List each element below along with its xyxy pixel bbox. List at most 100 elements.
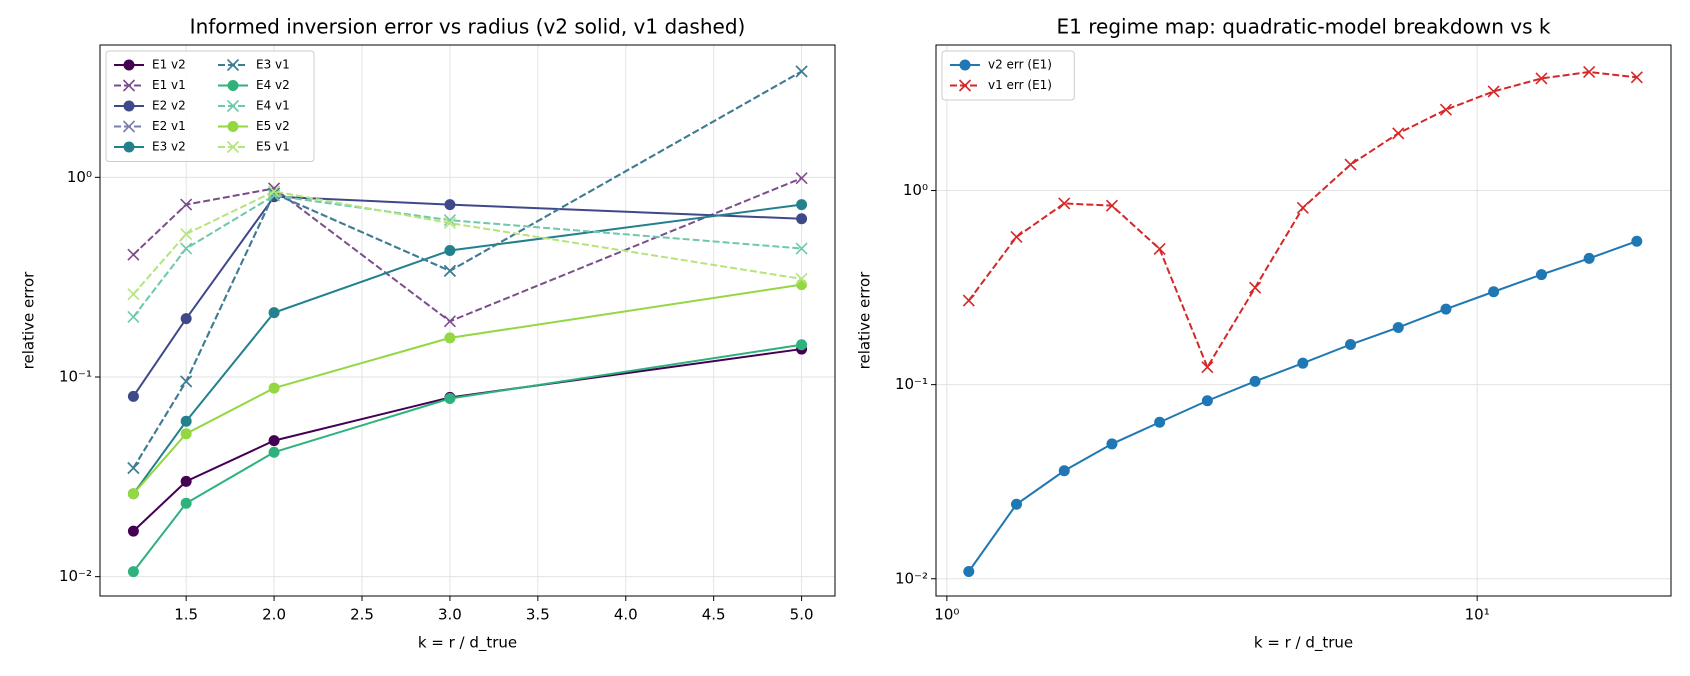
marker-dot xyxy=(1392,321,1404,333)
marker-stroke xyxy=(226,140,240,154)
marker-dot xyxy=(180,497,192,509)
marker-x xyxy=(1153,242,1166,256)
legend-label: E3 v2 xyxy=(152,140,186,154)
marker-x xyxy=(795,242,808,255)
marker-x xyxy=(127,310,140,323)
marker-x xyxy=(1010,230,1023,243)
marker-dot xyxy=(796,279,808,291)
legend-label: E3 v1 xyxy=(256,58,290,72)
marker-stroke xyxy=(1105,199,1119,212)
marker-x xyxy=(127,248,140,261)
x-tick-label: 2.5 xyxy=(350,606,374,624)
x-tick-label: 2.0 xyxy=(262,606,286,624)
marker-stroke xyxy=(226,99,240,113)
marker-stroke xyxy=(127,248,140,261)
marker-stroke xyxy=(1535,72,1548,85)
marker-stroke xyxy=(180,227,193,241)
x-tick-label: 4.0 xyxy=(614,606,638,624)
marker-x xyxy=(1392,127,1405,140)
marker-stroke xyxy=(127,288,140,301)
marker-dot xyxy=(180,313,192,325)
marker-dot xyxy=(1631,235,1643,247)
y-tick-label: 10⁻¹ xyxy=(59,367,92,385)
marker-dot xyxy=(268,435,280,447)
x-tick-label: 4.5 xyxy=(702,606,726,624)
marker-x xyxy=(226,140,240,154)
y-axis-label: relative error xyxy=(856,271,874,369)
marker-dot xyxy=(180,415,192,427)
marker-stroke xyxy=(795,242,808,255)
marker-x xyxy=(1296,201,1309,214)
marker-dot xyxy=(127,566,139,578)
marker-stroke xyxy=(1010,230,1023,243)
marker-stroke xyxy=(1153,242,1166,256)
legend-label: E1 v2 xyxy=(152,58,186,72)
marker-dot xyxy=(123,100,135,112)
x-tick-label: 5.0 xyxy=(790,606,814,624)
marker-dot xyxy=(1010,498,1022,510)
marker-x xyxy=(122,120,136,133)
series-line xyxy=(132,190,802,295)
marker-dot xyxy=(796,199,808,211)
marker-stroke xyxy=(1344,158,1357,171)
marker-x xyxy=(1487,85,1500,98)
marker-dot xyxy=(1535,269,1547,281)
marker-dot xyxy=(959,59,971,71)
marker-dot xyxy=(1201,395,1213,407)
marker-x xyxy=(226,58,240,72)
marker-stroke xyxy=(1058,197,1071,210)
marker-dot xyxy=(1488,286,1500,298)
marker-stroke xyxy=(443,214,456,227)
marker-x xyxy=(127,461,140,475)
marker-stroke xyxy=(268,185,281,198)
marker-dot xyxy=(444,332,456,344)
legend-box xyxy=(105,50,315,162)
marker-x xyxy=(1630,71,1643,84)
x-tick-label: 10¹ xyxy=(1465,606,1490,624)
marker-x xyxy=(962,294,975,307)
marker-x xyxy=(443,264,456,277)
marker-dot xyxy=(963,565,975,577)
marker-x xyxy=(958,79,972,92)
series-line xyxy=(132,70,803,469)
y-tick-label: 10⁻¹ xyxy=(895,375,928,393)
x-tick-label: 1.5 xyxy=(174,606,198,624)
marker-dot xyxy=(796,339,808,351)
marker-dot xyxy=(1154,416,1166,428)
marker-stroke xyxy=(1392,127,1405,140)
marker-x xyxy=(127,288,140,301)
marker-stroke xyxy=(443,217,456,230)
legend-label: v1 err (E1) xyxy=(988,78,1052,92)
marker-stroke xyxy=(443,264,456,277)
marker-dot xyxy=(227,80,239,91)
marker-stroke xyxy=(1249,281,1262,294)
marker-stroke xyxy=(1296,201,1309,214)
marker-dot xyxy=(444,199,456,211)
marker-x xyxy=(180,227,193,241)
marker-dot xyxy=(123,141,135,153)
marker-stroke xyxy=(795,272,808,285)
x-tick-label: 3.5 xyxy=(526,606,550,624)
marker-x xyxy=(226,99,240,113)
marker-dot xyxy=(1058,465,1070,477)
legend-label: E1 v1 xyxy=(152,78,186,92)
marker-stroke xyxy=(180,242,193,255)
marker-stroke xyxy=(180,375,193,388)
legend-label: E4 v1 xyxy=(256,99,290,113)
y-axis-label: relative error xyxy=(20,271,38,369)
marker-stroke xyxy=(958,79,972,92)
x-axis-label: k = r / d_true xyxy=(418,634,517,653)
marker-x xyxy=(1583,65,1596,79)
legend-label: E5 v2 xyxy=(256,119,290,133)
legend-label: E4 v2 xyxy=(256,78,290,92)
marker-dot xyxy=(1297,357,1309,369)
marker-stroke xyxy=(1583,65,1596,79)
marker-dot xyxy=(180,475,192,487)
y-tick-label: 10⁻² xyxy=(895,569,928,587)
marker-stroke xyxy=(795,172,808,185)
marker-dot xyxy=(127,390,139,402)
y-tick-label: 10⁰ xyxy=(903,181,928,199)
marker-dot xyxy=(127,525,139,537)
plot-area xyxy=(962,65,1643,577)
